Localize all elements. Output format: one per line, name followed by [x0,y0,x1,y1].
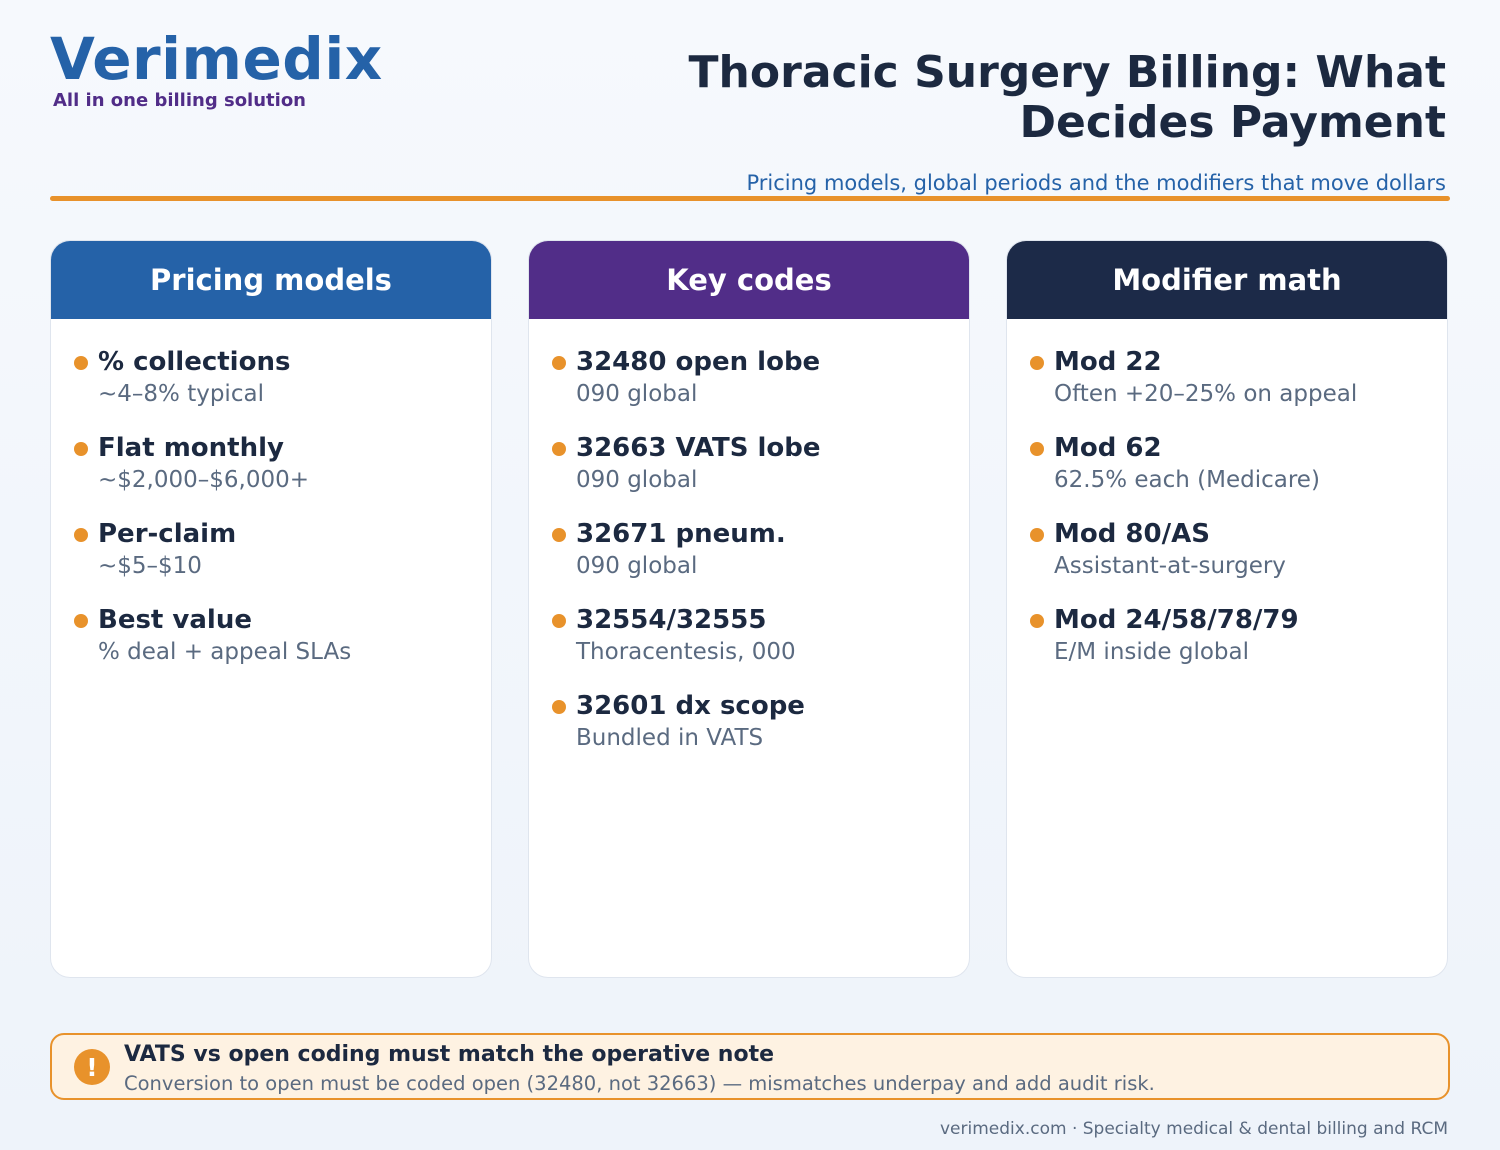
item-title: 32480 open lobe [576,347,821,377]
list-item: Flat monthly ~$2,000–$6,000+ [51,431,491,495]
item-detail: ~$5–$10 [98,553,202,579]
bullet-icon [74,442,88,456]
item-title: Mod 22 [1054,347,1162,377]
item-title: Mod 80/AS [1054,519,1210,549]
callout-title: VATS vs open coding must match the opera… [124,1042,775,1067]
bullet-icon [552,442,566,456]
item-detail: % deal + appeal SLAs [98,639,352,665]
item-title: Per-claim [98,519,237,549]
list-item: 32554/32555 Thoracentesis, 000 [529,603,969,667]
card-header: Key codes [529,241,969,319]
item-detail: 090 global [576,467,698,493]
item-detail: Thoracentesis, 000 [576,639,796,665]
list-item: Mod 22 Often +20–25% on appeal [1007,345,1447,409]
item-detail: Often +20–25% on appeal [1054,381,1358,407]
bullet-icon [1030,614,1044,628]
bullet-icon [552,356,566,370]
item-title: 32663 VATS lobe [576,433,821,463]
item-detail: Bundled in VATS [576,725,764,751]
card-list: % collections ~4–8% typical Flat monthly… [51,319,491,667]
list-item: % collections ~4–8% typical [51,345,491,409]
warning-callout: ! VATS vs open coding must match the ope… [50,1033,1450,1100]
list-item: Best value % deal + appeal SLAs [51,603,491,667]
item-detail: ~4–8% typical [98,381,264,407]
list-item: 32663 VATS lobe 090 global [529,431,969,495]
card-title: Key codes [666,263,832,297]
item-detail: 090 global [576,381,698,407]
item-title: 32554/32555 [576,605,767,635]
list-item: Mod 80/AS Assistant-at-surgery [1007,517,1447,581]
card-title: Pricing models [150,263,392,297]
card-modifier-math: Modifier math Mod 22 Often +20–25% on ap… [1006,240,1448,978]
bullet-icon [1030,442,1044,456]
bullet-icon [74,356,88,370]
footer-text: verimedix.com · Specialty medical & dent… [940,1119,1448,1139]
item-title: % collections [98,347,291,377]
card-header: Pricing models [51,241,491,319]
list-item: Mod 24/58/78/79 E/M inside global [1007,603,1447,667]
page-subtitle: Pricing models, global periods and the m… [746,171,1446,195]
brand: Verimedix All in one billing solution [50,25,383,111]
bullet-icon [552,700,566,714]
bullet-icon [1030,356,1044,370]
list-item: Per-claim ~$5–$10 [51,517,491,581]
bullet-icon [74,614,88,628]
list-item: 32601 dx scope Bundled in VATS [529,689,969,753]
exclamation-icon: ! [74,1049,110,1085]
item-detail: 090 global [576,553,698,579]
bullet-icon [1030,528,1044,542]
list-item: Mod 62 62.5% each (Medicare) [1007,431,1447,495]
header-divider [50,196,1450,201]
card-header: Modifier math [1007,241,1447,319]
item-title: Flat monthly [98,433,284,463]
card-list: Mod 22 Often +20–25% on appeal Mod 62 62… [1007,319,1447,667]
card-key-codes: Key codes 32480 open lobe 090 global 326… [528,240,970,978]
item-detail: ~$2,000–$6,000+ [98,467,309,493]
list-item: 32480 open lobe 090 global [529,345,969,409]
item-title: Mod 62 [1054,433,1162,463]
card-pricing-models: Pricing models % collections ~4–8% typic… [50,240,492,978]
item-title: Mod 24/58/78/79 [1054,605,1299,635]
callout-text: Conversion to open must be coded open (3… [124,1072,1155,1095]
card-title: Modifier math [1112,263,1342,297]
card-list: 32480 open lobe 090 global 32663 VATS lo… [529,319,969,753]
item-detail: E/M inside global [1054,639,1249,665]
brand-tagline: All in one billing solution [53,89,306,111]
item-title: 32671 pneum. [576,519,786,549]
brand-logo-text: Verimedix [50,25,383,93]
bullet-icon [552,528,566,542]
list-item: 32671 pneum. 090 global [529,517,969,581]
item-title: Best value [98,605,252,635]
item-title: 32601 dx scope [576,691,805,721]
item-detail: 62.5% each (Medicare) [1054,467,1320,493]
item-detail: Assistant-at-surgery [1054,553,1286,579]
bullet-icon [552,614,566,628]
bullet-icon [74,528,88,542]
page-title: Thoracic Surgery Billing: What Decides P… [688,47,1446,148]
